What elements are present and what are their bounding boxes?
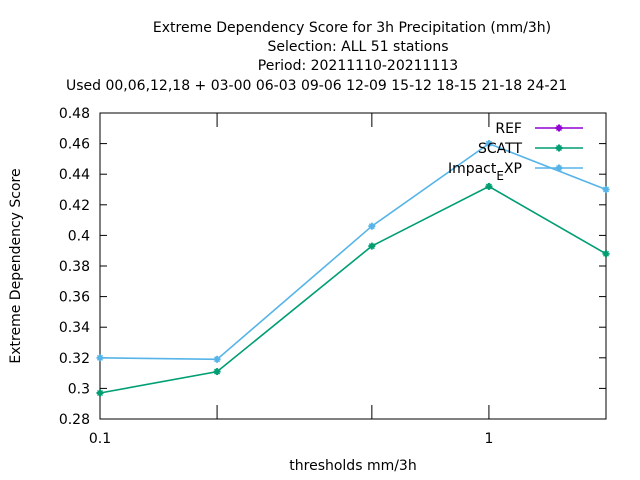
legend-marker-scatt: [555, 144, 563, 152]
legend-marker-ref: [555, 124, 563, 132]
data-point-impact-exp-3: [485, 140, 493, 148]
data-point-impact-exp-2: [368, 222, 376, 230]
y-tick-label-1: 0.3: [68, 381, 90, 397]
chart-title-line-3: Period: 20211110-20211113: [258, 58, 458, 74]
x-tick-label-1: 1: [484, 431, 493, 447]
data-point-scatt-3: [485, 182, 493, 190]
data-point-impact-exp-1: [213, 355, 221, 363]
chart-title-block: Extreme Dependency Score for 3h Precipit…: [66, 20, 567, 94]
legend-marker-impact-exp: [555, 164, 563, 172]
y-tick-label-6: 0.4: [68, 228, 90, 244]
data-point-scatt-0: [96, 389, 104, 397]
data-point-scatt-2: [368, 242, 376, 250]
chart-title-line-1: Extreme Dependency Score for 3h Precipit…: [153, 20, 551, 36]
y-axis-label: Extreme Dependency Score: [8, 168, 24, 363]
data-point-impact-exp-0: [96, 354, 104, 362]
x-axis-label: thresholds mm/3h: [289, 458, 416, 474]
y-tick-label-4: 0.36: [59, 290, 90, 306]
y-axis: 0.28 0.3 0.32 0.34 0.36 0.38 0.4 0.42 0.44 0.46 0.…: [59, 106, 606, 428]
chart-title-line-4: Used 00,06,12,18 + 03-00 06-03 09-06 12-…: [66, 78, 567, 94]
x-tick-label-0: 0.1: [89, 431, 111, 447]
y-tick-label-10: 0.48: [59, 106, 90, 122]
y-tick-label-0: 0.28: [59, 412, 90, 428]
series-layer: [96, 140, 610, 397]
y-tick-label-7: 0.42: [59, 198, 90, 214]
y-tick-label-9: 0.46: [59, 137, 90, 153]
data-point-impact-exp-4: [602, 186, 610, 193]
legend-label-impact-exp: ImpactEXP: [448, 161, 522, 183]
legend: REF SCATT ImpactEXP: [448, 121, 583, 183]
series-line-scatt: [99, 185, 607, 394]
chart-title-line-2: Selection: ALL 51 stations: [267, 39, 448, 55]
series-line-impact-exp: [99, 142, 607, 361]
legend-label-ref: REF: [495, 121, 522, 137]
x-axis: 0.1 1: [89, 113, 607, 447]
data-point-scatt-4: [602, 250, 610, 258]
legend-label-scatt: SCATT: [478, 141, 522, 157]
data-point-scatt-1: [213, 368, 221, 376]
y-tick-label-5: 0.38: [59, 259, 90, 275]
y-tick-label-3: 0.34: [59, 320, 90, 336]
y-tick-label-2: 0.32: [59, 351, 90, 367]
y-tick-label-8: 0.44: [59, 167, 90, 183]
